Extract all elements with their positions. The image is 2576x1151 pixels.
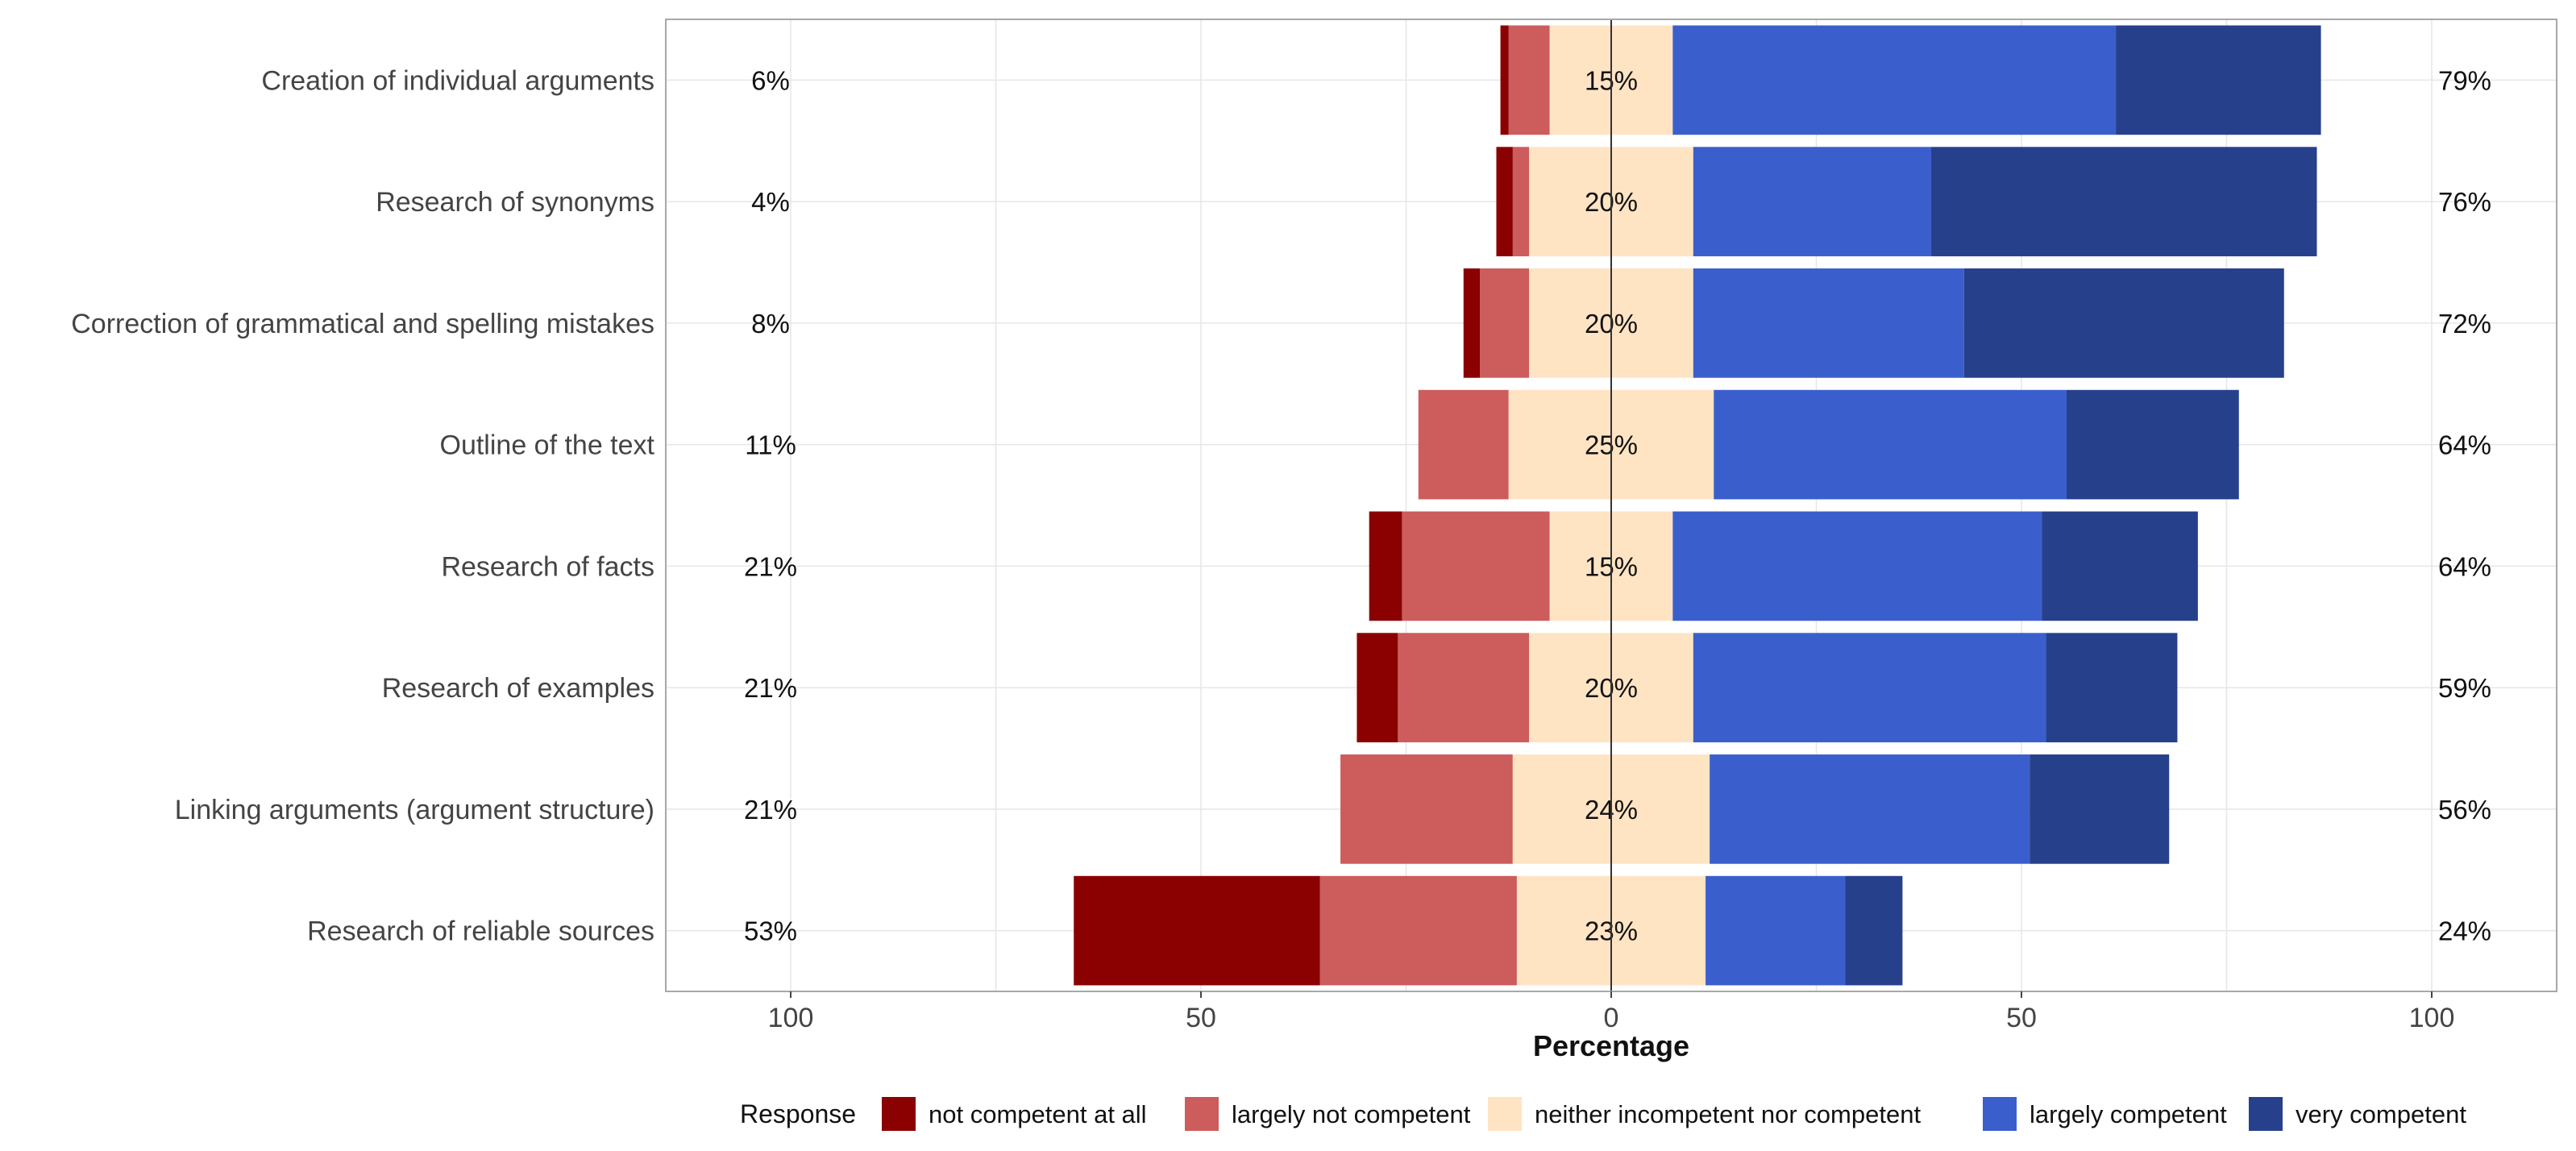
- x-tick-label: 100: [768, 1003, 814, 1033]
- low-percent-label: 21%: [744, 551, 797, 581]
- low-percent-label: 8%: [751, 309, 790, 339]
- legend-swatch: [1185, 1097, 1219, 1131]
- legend-label: largely not competent: [1232, 1100, 1471, 1128]
- bar-not-competent-at-all: [1074, 875, 1320, 986]
- category-label: Outline of the text: [440, 430, 655, 461]
- legend-label: not competent at all: [929, 1100, 1147, 1128]
- bar-largely-competent: [1672, 25, 2117, 135]
- category-label: Research of facts: [441, 551, 654, 582]
- low-percent-label: 4%: [751, 187, 790, 217]
- high-percent-label: 72%: [2438, 309, 2491, 339]
- legend-label: largely competent: [2030, 1100, 2227, 1128]
- bar-very-competent: [2066, 389, 2239, 500]
- x-axis-title: Percentage: [1533, 1029, 1689, 1062]
- low-percent-label: 21%: [744, 795, 797, 825]
- bar-largely-competent: [1693, 147, 1932, 256]
- x-tick-label: 0: [1604, 1003, 1619, 1033]
- legend-layer: Response not competent at all largely not …: [740, 1097, 2466, 1131]
- bar-very-competent: [2116, 25, 2321, 135]
- bar-largely-not-competent: [1480, 268, 1530, 378]
- low-percent-label: 11%: [745, 430, 796, 460]
- legend-label: neither incompetent nor competent: [1535, 1100, 1921, 1128]
- category-label: Research of synonyms: [376, 187, 654, 218]
- bar-largely-competent: [1714, 389, 2067, 500]
- high-percent-label: 59%: [2438, 673, 2491, 703]
- category-label: Creation of individual arguments: [261, 65, 654, 96]
- high-percent-label: 79%: [2438, 65, 2491, 95]
- bar-very-competent: [1845, 875, 1903, 986]
- bar-largely-not-competent: [1319, 875, 1517, 986]
- axis-layer: 100 50 0 50 100 Percentage: [665, 19, 2557, 1062]
- bar-not-competent-at-all: [1500, 25, 1509, 135]
- bar-very-competent: [2042, 511, 2198, 621]
- legend-swatch: [1983, 1097, 2017, 1131]
- bar-very-competent: [1963, 268, 2284, 378]
- x-tick-label: 100: [2409, 1003, 2455, 1033]
- low-percent-label: 21%: [744, 673, 797, 703]
- x-tick-label: 50: [2006, 1003, 2037, 1033]
- high-percent-label: 24%: [2438, 916, 2491, 946]
- bar-very-competent: [1931, 147, 2317, 256]
- bar-largely-not-competent: [1398, 633, 1530, 742]
- bar-largely-competent: [1693, 268, 1964, 378]
- high-percent-label: 64%: [2438, 430, 2491, 460]
- x-tick-label: 50: [1186, 1003, 1216, 1033]
- low-percent-label: 53%: [744, 916, 797, 946]
- bar-largely-not-competent: [1340, 754, 1513, 864]
- category-label: Research of examples: [382, 673, 654, 704]
- bar-not-competent-at-all: [1463, 268, 1481, 378]
- legend-swatch: [1488, 1097, 1522, 1131]
- bar-not-competent-at-all: [1357, 633, 1398, 742]
- bar-largely-not-competent: [1418, 389, 1509, 500]
- bar-largely-competent: [1672, 511, 2042, 621]
- bar-largely-not-competent: [1508, 25, 1550, 135]
- high-percent-label: 76%: [2438, 187, 2491, 217]
- low-percent-label: 6%: [751, 65, 790, 95]
- legend-swatch: [882, 1097, 916, 1131]
- bar-not-competent-at-all: [1496, 147, 1513, 256]
- legend-label: very competent: [2296, 1100, 2466, 1128]
- high-percent-label: 64%: [2438, 551, 2491, 581]
- bar-not-competent-at-all: [1369, 511, 1402, 621]
- bar-layer: [1074, 25, 2321, 986]
- legend-swatch: [2249, 1097, 2283, 1131]
- bar-largely-not-competent: [1402, 511, 1550, 621]
- legend-title: Response: [740, 1099, 856, 1128]
- bar-largely-competent: [1706, 875, 1846, 986]
- high-percent-label: 56%: [2438, 795, 2491, 825]
- bar-very-competent: [2030, 754, 2170, 864]
- bar-very-competent: [2046, 633, 2178, 742]
- bar-largely-competent: [1693, 633, 2046, 742]
- bar-largely-not-competent: [1512, 147, 1530, 256]
- category-label: Research of reliable sources: [307, 916, 654, 947]
- category-label: Correction of grammatical and spelling m…: [71, 309, 654, 339]
- bar-largely-competent: [1710, 754, 2030, 864]
- category-label: Linking arguments (argument structure): [175, 795, 654, 825]
